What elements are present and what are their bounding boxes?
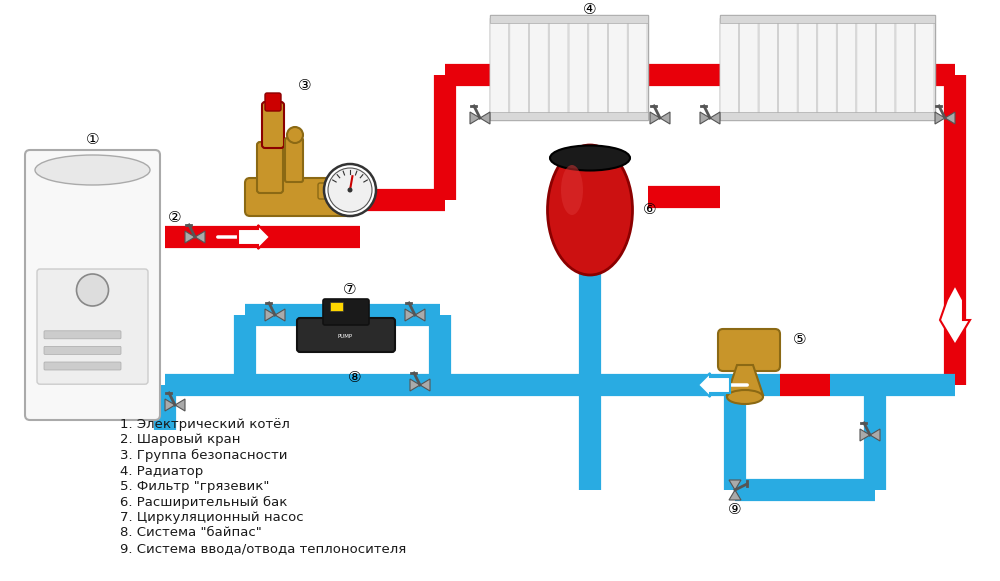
FancyBboxPatch shape (718, 329, 780, 371)
FancyBboxPatch shape (257, 142, 283, 193)
Text: ⑥: ⑥ (643, 203, 657, 217)
FancyBboxPatch shape (818, 17, 836, 117)
FancyBboxPatch shape (510, 17, 528, 117)
Bar (720, 15, 935, 23)
Polygon shape (275, 309, 285, 321)
Polygon shape (415, 309, 425, 321)
FancyBboxPatch shape (915, 17, 934, 117)
FancyBboxPatch shape (245, 178, 355, 216)
FancyBboxPatch shape (37, 269, 148, 384)
Polygon shape (940, 285, 970, 345)
Polygon shape (420, 379, 430, 391)
Text: ①: ① (86, 132, 99, 148)
FancyBboxPatch shape (720, 17, 739, 117)
FancyBboxPatch shape (628, 17, 647, 117)
Polygon shape (265, 309, 275, 321)
Polygon shape (410, 379, 420, 391)
Polygon shape (238, 225, 270, 249)
Text: ⑤: ⑤ (793, 332, 807, 347)
FancyBboxPatch shape (740, 17, 758, 117)
FancyBboxPatch shape (330, 303, 344, 311)
Polygon shape (860, 429, 870, 441)
FancyBboxPatch shape (323, 299, 369, 325)
FancyBboxPatch shape (285, 138, 303, 182)
Polygon shape (470, 112, 480, 124)
FancyBboxPatch shape (297, 318, 395, 352)
FancyBboxPatch shape (759, 17, 778, 117)
Bar (720, 15, 935, 120)
Polygon shape (729, 480, 741, 490)
Bar (490, 15, 648, 23)
FancyBboxPatch shape (549, 17, 568, 117)
Polygon shape (698, 373, 730, 397)
Polygon shape (700, 112, 710, 124)
FancyBboxPatch shape (44, 331, 121, 339)
Polygon shape (165, 399, 175, 411)
FancyBboxPatch shape (779, 17, 797, 117)
Text: 6. Расширительный бак: 6. Расширительный бак (120, 496, 287, 508)
Text: 5. Фильтр "грязевик": 5. Фильтр "грязевик" (120, 480, 269, 493)
Circle shape (348, 188, 352, 192)
Bar (720, 112, 935, 120)
Polygon shape (480, 112, 490, 124)
FancyBboxPatch shape (44, 346, 121, 354)
Circle shape (324, 164, 376, 216)
Polygon shape (710, 112, 720, 124)
FancyBboxPatch shape (318, 183, 340, 199)
Circle shape (328, 168, 372, 212)
Text: 1. Электрический котёл: 1. Электрический котёл (120, 418, 290, 431)
Polygon shape (405, 309, 415, 321)
FancyBboxPatch shape (490, 17, 509, 117)
Text: PUMP: PUMP (337, 335, 353, 339)
Text: ②: ② (168, 210, 182, 225)
FancyBboxPatch shape (608, 17, 627, 117)
Polygon shape (935, 112, 945, 124)
Polygon shape (945, 112, 955, 124)
Text: 7. Циркуляционный насос: 7. Циркуляционный насос (120, 511, 304, 524)
Text: ⑨: ⑨ (728, 503, 742, 518)
FancyBboxPatch shape (530, 17, 548, 117)
Circle shape (76, 274, 108, 306)
Ellipse shape (548, 145, 633, 275)
FancyBboxPatch shape (262, 102, 284, 148)
Ellipse shape (727, 390, 763, 404)
FancyBboxPatch shape (44, 362, 121, 370)
Bar (490, 112, 648, 120)
FancyBboxPatch shape (589, 17, 608, 117)
Ellipse shape (561, 165, 583, 215)
FancyBboxPatch shape (896, 17, 914, 117)
Text: ③: ③ (298, 77, 312, 92)
Polygon shape (729, 490, 741, 500)
Text: 2. Шаровый кран: 2. Шаровый кран (120, 433, 240, 447)
Polygon shape (185, 231, 195, 243)
FancyBboxPatch shape (798, 17, 817, 117)
FancyBboxPatch shape (569, 17, 588, 117)
Text: ④: ④ (583, 2, 597, 17)
FancyBboxPatch shape (265, 93, 281, 111)
Text: ⑧: ⑧ (348, 371, 362, 386)
Polygon shape (195, 231, 205, 243)
FancyBboxPatch shape (837, 17, 856, 117)
FancyBboxPatch shape (857, 17, 875, 117)
Text: 3. Группа безопасности: 3. Группа безопасности (120, 449, 288, 462)
Polygon shape (650, 112, 660, 124)
Polygon shape (175, 399, 185, 411)
Bar (490, 15, 648, 120)
Text: 8. Система "байпас": 8. Система "байпас" (120, 526, 262, 540)
Ellipse shape (35, 155, 150, 185)
Text: 9. Система ввода/отвода теплоносителя: 9. Система ввода/отвода теплоносителя (120, 542, 406, 555)
Circle shape (287, 127, 303, 143)
Polygon shape (870, 429, 880, 441)
Text: ⑦: ⑦ (343, 282, 357, 297)
Ellipse shape (550, 145, 630, 170)
Polygon shape (727, 365, 763, 395)
Text: 4. Радиатор: 4. Радиатор (120, 464, 203, 478)
Polygon shape (660, 112, 670, 124)
FancyBboxPatch shape (876, 17, 895, 117)
FancyBboxPatch shape (25, 150, 160, 420)
